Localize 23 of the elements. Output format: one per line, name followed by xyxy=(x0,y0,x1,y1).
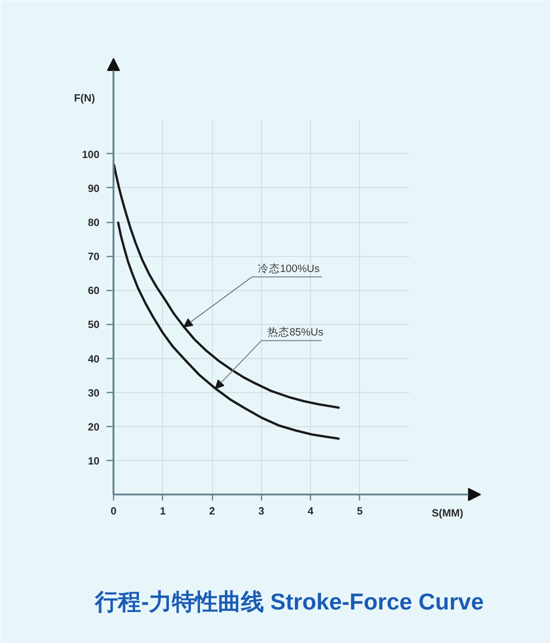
y-tick-label: 10 xyxy=(88,455,100,468)
annotation: 热态85%Us xyxy=(267,326,324,339)
y-tick-label: 90 xyxy=(88,182,100,195)
line-series xyxy=(117,222,340,440)
y-tick-label: 50 xyxy=(88,319,100,332)
y-tick-label: 30 xyxy=(88,387,100,400)
y-tick-label: 100 xyxy=(82,148,100,161)
y-tick-label: 40 xyxy=(88,353,100,366)
x-tick-label: 1 xyxy=(160,506,166,518)
y-tick-label: 80 xyxy=(88,217,100,229)
y-tick-label: 70 xyxy=(88,251,100,264)
x-axis-title: S(MM) xyxy=(432,508,464,520)
y-tick-label: 20 xyxy=(88,421,100,434)
text: 行程-力特性曲线 Stroke-Force Curve xyxy=(94,588,484,614)
x-tick-label: 3 xyxy=(258,506,264,518)
x-tick-label: 4 xyxy=(308,506,314,518)
y-axis-title: F(N) xyxy=(74,92,96,104)
x-tick-label: 0 xyxy=(110,506,117,518)
x-tick-label: 5 xyxy=(356,506,363,518)
x-tick-label: 2 xyxy=(209,506,216,518)
line-series xyxy=(112,164,340,409)
annotation: 冷态100%Us xyxy=(258,262,320,275)
y-tick-label: 60 xyxy=(88,285,100,298)
